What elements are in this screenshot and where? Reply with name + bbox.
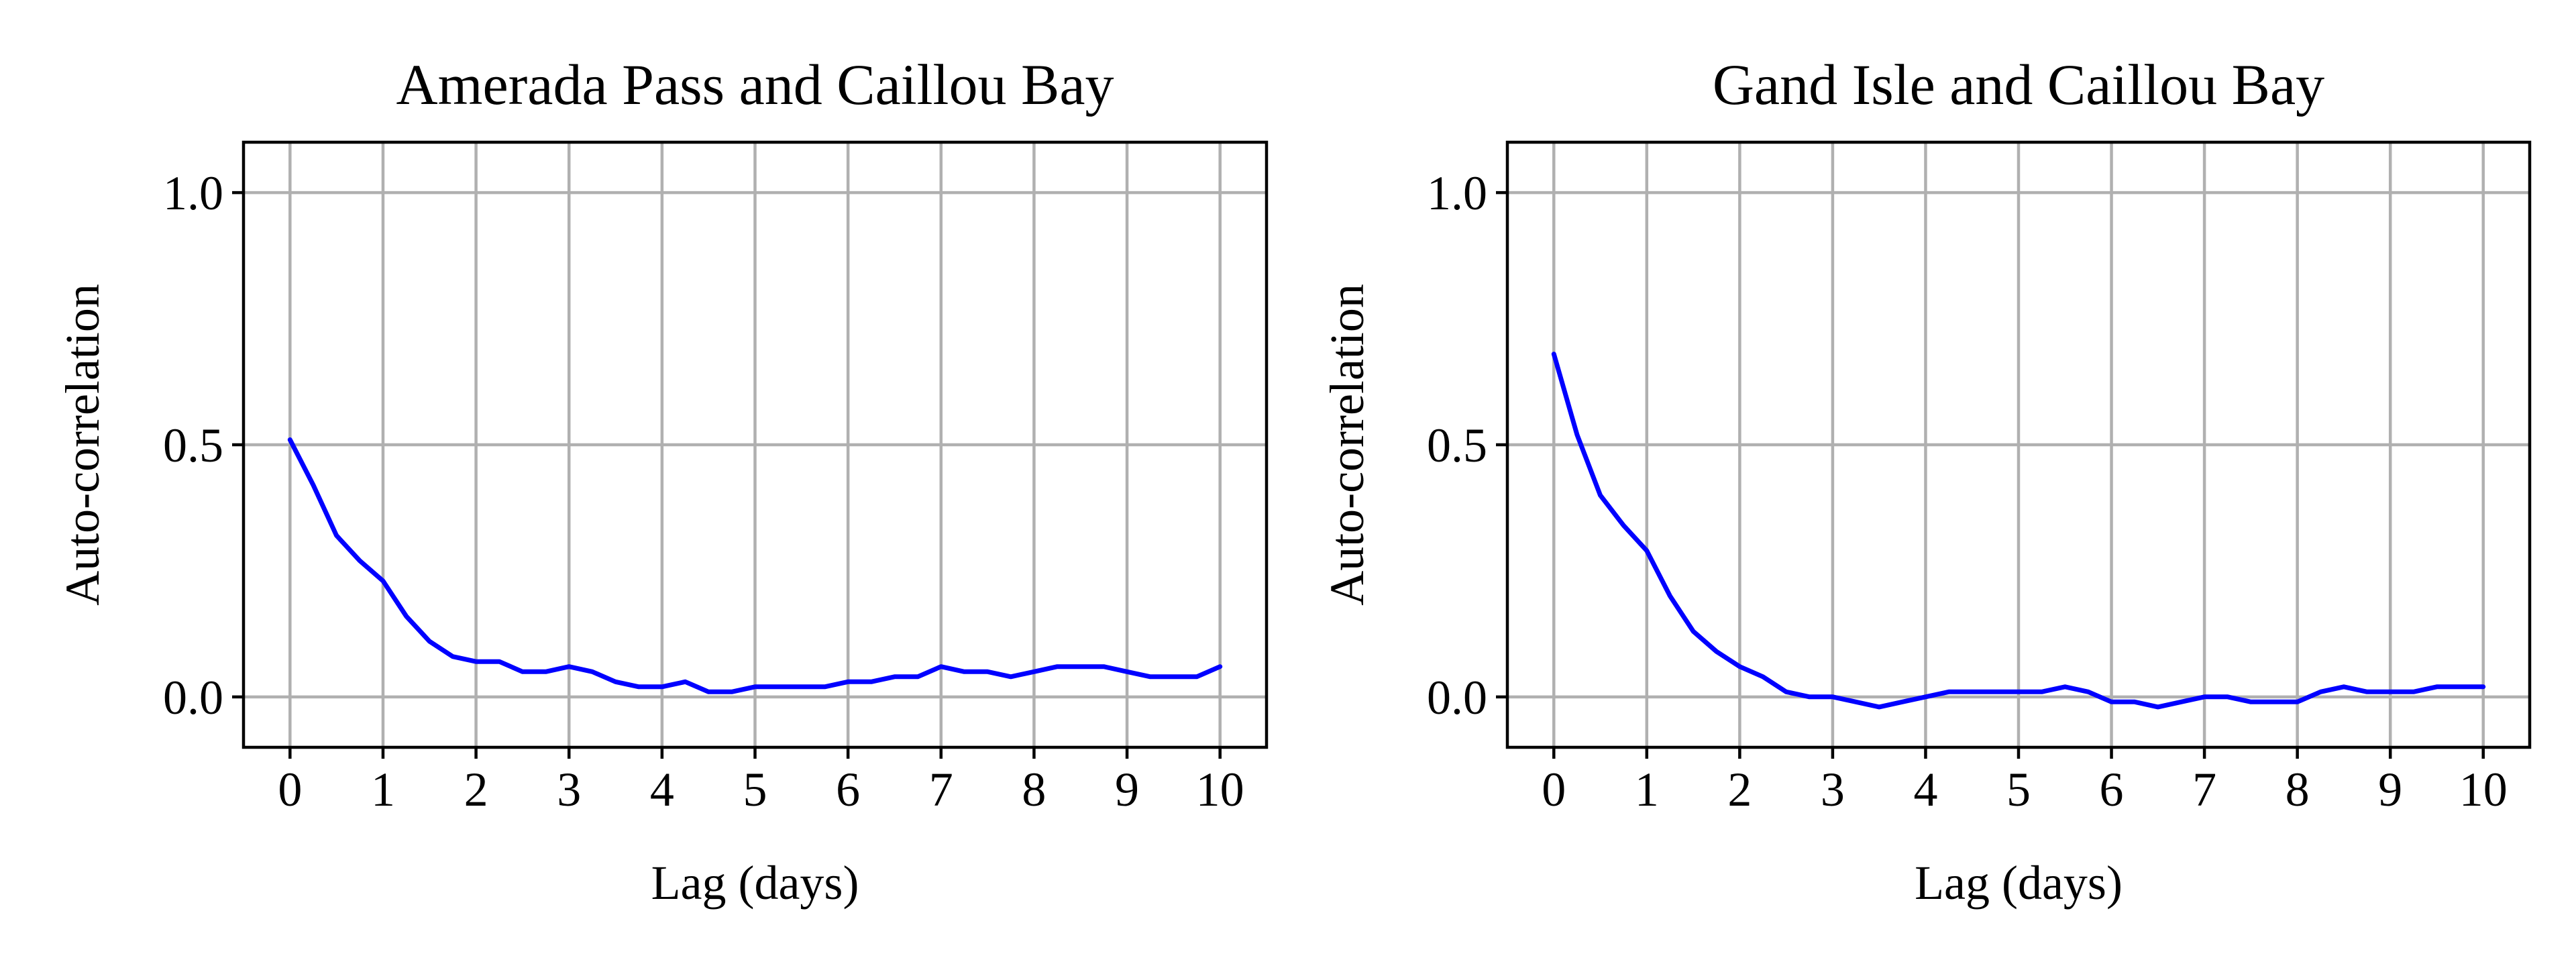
right-chart-x-tick-label: 7 bbox=[2192, 763, 2216, 816]
left-chart-x-tick-label: 10 bbox=[1196, 763, 1244, 816]
left-chart-y-tick-label: 0.0 bbox=[163, 671, 223, 724]
left-chart-x-tick-label: 5 bbox=[743, 763, 767, 816]
left-chart-x-tick-label: 2 bbox=[464, 763, 488, 816]
left-chart-x-axis-label: Lag (days) bbox=[651, 856, 859, 910]
left-chart-x-tick-label: 1 bbox=[371, 763, 395, 816]
right-chart-y-tick-label: 0.5 bbox=[1427, 419, 1487, 472]
right-chart-x-tick-label: 8 bbox=[2286, 763, 2310, 816]
left-chart-y-tick-label: 0.5 bbox=[163, 419, 223, 472]
left-chart-series-line bbox=[287, 437, 1223, 694]
left-chart-x-tick-label: 6 bbox=[836, 763, 860, 816]
left-chart-y-tick-label: 1.0 bbox=[163, 166, 223, 220]
left-chart-title: Amerada Pass and Caillou Bay bbox=[396, 52, 1114, 117]
left-chart-x-tick-label: 3 bbox=[557, 763, 581, 816]
left-chart-x-tick-label: 0 bbox=[278, 763, 302, 816]
left-chart-panel: 0 1 2 3 4 5 6 7 8 9 10 0.0 0.5 1.0 Amerada Pass and C… bbox=[56, 52, 1269, 910]
left-chart-x-tick-label: 4 bbox=[650, 763, 674, 816]
left-chart-y-axis-label: Auto-correlation bbox=[56, 284, 109, 606]
right-chart-y-tick-label: 0.0 bbox=[1427, 671, 1487, 724]
right-chart-grid bbox=[1507, 142, 2530, 747]
right-chart-x-tick-label: 0 bbox=[1542, 763, 1566, 816]
left-chart-ticks: 0 1 2 3 4 5 6 7 8 9 10 0.0 0.5 1.0 bbox=[163, 166, 1244, 816]
right-chart-series-line bbox=[1551, 352, 2486, 710]
right-chart-ticks: 0 1 2 3 4 5 6 7 8 9 10 0.0 0.5 1.0 bbox=[1427, 166, 2508, 816]
right-chart-x-tick-label: 2 bbox=[1727, 763, 1752, 816]
left-chart-grid bbox=[244, 142, 1267, 747]
right-chart-title: Gand Isle and Caillou Bay bbox=[1713, 52, 2324, 117]
right-chart-y-tick-label: 1.0 bbox=[1427, 166, 1487, 220]
right-chart-panel: 0 1 2 3 4 5 6 7 8 9 10 0.0 0.5 1.0 Gand Isle and Cail… bbox=[1320, 52, 2532, 910]
right-chart-x-tick-label: 4 bbox=[1913, 763, 1937, 816]
right-chart-x-tick-label: 1 bbox=[1635, 763, 1659, 816]
left-chart-x-tick-label: 7 bbox=[929, 763, 953, 816]
right-chart-x-tick-label: 9 bbox=[2378, 763, 2402, 816]
right-chart-x-axis-label: Lag (days) bbox=[1915, 856, 2123, 910]
left-chart-x-tick-label: 8 bbox=[1022, 763, 1046, 816]
right-chart-x-tick-label: 3 bbox=[1821, 763, 1845, 816]
right-chart-x-tick-label: 10 bbox=[2459, 763, 2508, 816]
right-chart-x-tick-label: 6 bbox=[2100, 763, 2124, 816]
right-chart-x-tick-label: 5 bbox=[2006, 763, 2031, 816]
right-chart-y-axis-label: Auto-correlation bbox=[1320, 284, 1374, 606]
left-chart-x-tick-label: 9 bbox=[1115, 763, 1139, 816]
